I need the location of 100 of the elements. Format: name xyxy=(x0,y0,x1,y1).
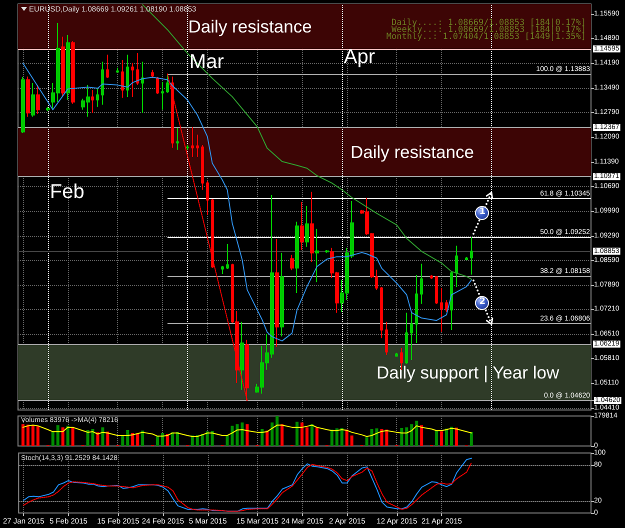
bar xyxy=(141,430,144,446)
candlestick xyxy=(21,76,25,134)
bar xyxy=(350,435,354,446)
candlestick xyxy=(66,34,70,100)
bar xyxy=(315,427,318,446)
candlestick xyxy=(405,312,408,364)
bar xyxy=(445,428,448,446)
candlestick xyxy=(166,74,169,94)
ref-line-label: Feb xyxy=(50,181,84,203)
candlestick xyxy=(141,61,144,114)
bar xyxy=(340,428,344,446)
candlestick xyxy=(275,238,279,348)
band-label: Daily resistance xyxy=(188,16,312,36)
bar xyxy=(440,431,444,446)
bar xyxy=(156,436,160,446)
candlestick xyxy=(176,128,179,150)
bar xyxy=(345,430,348,446)
candlestick xyxy=(131,62,134,98)
bar xyxy=(226,435,229,446)
candlestick xyxy=(445,300,448,313)
candlestick xyxy=(126,54,129,98)
bar xyxy=(206,431,209,446)
candlestick xyxy=(280,252,284,337)
candlestick xyxy=(156,76,159,94)
bar xyxy=(276,416,279,446)
bar xyxy=(106,432,110,446)
band-label: Daily resistance xyxy=(350,142,474,162)
candlestick xyxy=(121,60,124,98)
candlestick xyxy=(61,36,65,96)
bar xyxy=(330,430,334,446)
candlestick xyxy=(26,76,30,118)
candlestick xyxy=(36,84,40,114)
candlestick xyxy=(136,52,139,86)
candlestick xyxy=(395,352,398,358)
candlestick xyxy=(101,61,104,106)
bar xyxy=(470,432,473,446)
bar xyxy=(405,427,408,446)
band-label: Daily support | Year low xyxy=(376,362,560,382)
line-series xyxy=(22,424,472,437)
candlestick xyxy=(91,89,94,114)
bar xyxy=(260,428,264,446)
bar xyxy=(270,422,274,446)
candlestick xyxy=(201,144,204,190)
bar xyxy=(71,427,74,446)
candlestick xyxy=(240,321,244,390)
candlestick xyxy=(46,106,50,112)
bar xyxy=(380,428,384,446)
candlestick xyxy=(440,288,443,332)
candlestick xyxy=(171,76,174,148)
bar xyxy=(400,428,404,446)
candlestick xyxy=(470,236,473,276)
candlestick xyxy=(211,198,214,268)
bar xyxy=(305,427,308,446)
candlestick xyxy=(191,126,194,158)
annotation: Monthly..: 1.07404/1.08853 [1449|1.35%] xyxy=(386,32,586,42)
bar xyxy=(21,424,24,446)
bar xyxy=(170,432,174,446)
bar xyxy=(66,426,70,446)
bar xyxy=(176,432,179,446)
candlestick xyxy=(420,263,423,304)
candlestick xyxy=(300,202,304,250)
bar xyxy=(240,422,244,446)
candlestick xyxy=(385,321,388,356)
bar xyxy=(31,425,34,446)
candlestick xyxy=(295,221,299,294)
bar xyxy=(280,424,284,446)
candlestick xyxy=(310,191,314,262)
candlestick xyxy=(305,205,309,248)
candlestick xyxy=(106,54,109,79)
bar xyxy=(410,424,414,446)
candlestick xyxy=(206,180,209,216)
candlestick xyxy=(221,265,224,274)
bar xyxy=(126,430,130,446)
candlestick xyxy=(226,244,229,270)
bar xyxy=(296,422,299,446)
bar xyxy=(454,428,458,446)
bar xyxy=(56,425,60,446)
bar xyxy=(310,424,314,446)
bar xyxy=(300,422,304,446)
bar xyxy=(246,424,249,446)
bar xyxy=(166,434,169,446)
bar xyxy=(96,432,100,446)
bar xyxy=(435,430,438,446)
candlestick xyxy=(410,312,413,360)
candlestick xyxy=(196,134,199,158)
candlestick xyxy=(151,69,154,79)
bar xyxy=(51,432,54,446)
candlestick xyxy=(430,274,433,280)
bar xyxy=(61,427,64,446)
bar xyxy=(26,424,30,446)
candlestick xyxy=(325,249,329,254)
candlestick xyxy=(415,274,418,344)
bar xyxy=(131,432,134,446)
candlestick xyxy=(71,40,75,104)
bar xyxy=(101,427,104,446)
bar xyxy=(210,430,214,446)
bar xyxy=(121,435,124,446)
bar xyxy=(365,437,368,446)
bar xyxy=(160,432,164,446)
candlestick xyxy=(315,228,319,283)
